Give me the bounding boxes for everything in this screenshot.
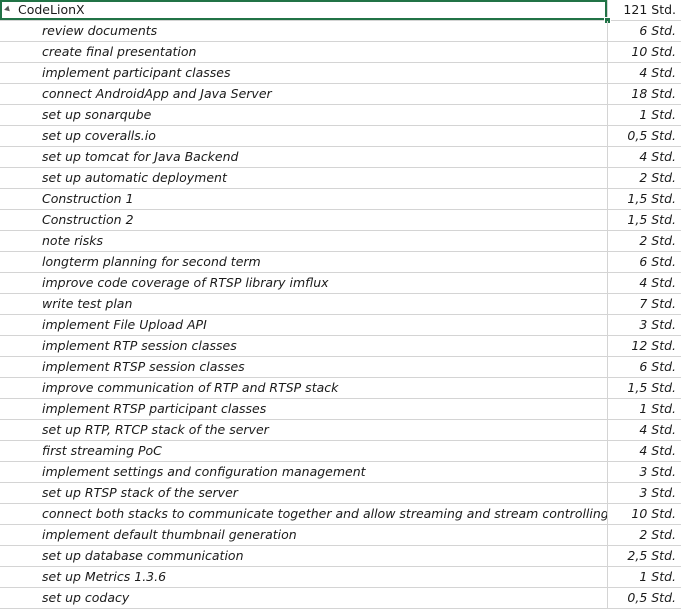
task-row[interactable]: improve code coverage of RTSP library im…	[0, 273, 681, 294]
group-hours-cell[interactable]: 121 Std.	[607, 0, 681, 20]
task-name-cell[interactable]: set up database communication	[42, 548, 244, 563]
task-hours-cell[interactable]: 4 Std.	[607, 420, 681, 440]
task-row[interactable]: implement RTP session classes 12 Std.	[0, 336, 681, 357]
task-hours-cell[interactable]: 12 Std.	[607, 336, 681, 356]
task-row[interactable]: set up database communication 2,5 Std.	[0, 546, 681, 567]
task-hours-cell[interactable]: 2 Std.	[607, 168, 681, 188]
task-hours-cell[interactable]: 2,5 Std.	[607, 546, 681, 566]
task-row[interactable]: Construction 2 1,5 Std.	[0, 210, 681, 231]
task-row[interactable]: implement RTSP participant classes 1 Std.	[0, 399, 681, 420]
task-hours-cell[interactable]: 3 Std.	[607, 483, 681, 503]
task-hours-cell[interactable]: 1 Std.	[607, 399, 681, 419]
task-row[interactable]: set up automatic deployment 2 Std.	[0, 168, 681, 189]
task-hours-cell[interactable]: 1,5 Std.	[607, 189, 681, 209]
task-hours-cell[interactable]: 7 Std.	[607, 294, 681, 314]
task-list: review documents 6 Std. create final prese…	[0, 21, 681, 609]
task-row[interactable]: write test plan 7 Std.	[0, 294, 681, 315]
task-name-cell[interactable]: Construction 2	[42, 212, 134, 227]
task-name-cell[interactable]: set up codacy	[42, 590, 130, 605]
task-name-cell[interactable]: longterm planning for second term	[42, 254, 261, 269]
task-hours-cell[interactable]: 10 Std.	[607, 504, 681, 524]
task-hours-cell[interactable]: 1,5 Std.	[607, 378, 681, 398]
task-name-cell[interactable]: set up tomcat for Java Backend	[42, 149, 239, 164]
task-name-cell[interactable]: implement default thumbnail generation	[42, 527, 297, 542]
task-row[interactable]: connect AndroidApp and Java Server 18 Std…	[0, 84, 681, 105]
task-name-cell[interactable]: set up automatic deployment	[42, 170, 227, 185]
task-hours-cell[interactable]: 3 Std.	[607, 462, 681, 482]
task-hours-cell[interactable]: 6 Std.	[607, 357, 681, 377]
task-name-cell[interactable]: set up coveralls.io	[42, 128, 156, 143]
task-name-cell[interactable]: set up RTSP stack of the server	[42, 485, 238, 500]
task-name-cell[interactable]: Construction 1	[42, 191, 134, 206]
task-name-cell[interactable]: implement participant classes	[42, 65, 231, 80]
task-hours-cell[interactable]: 1 Std.	[607, 105, 681, 125]
task-name-cell[interactable]: note risks	[42, 233, 104, 248]
task-hours-cell[interactable]: 18 Std.	[607, 84, 681, 104]
task-name-cell[interactable]: implement RTSP session classes	[42, 359, 245, 374]
task-name-cell[interactable]: set up RTP, RTCP stack of the server	[42, 422, 269, 437]
task-hours-cell[interactable]: 1,5 Std.	[607, 210, 681, 230]
task-row[interactable]: create final presentation 10 Std.	[0, 42, 681, 63]
group-name-cell[interactable]: CodeLionX	[0, 0, 607, 20]
task-hours-cell[interactable]: 4 Std.	[607, 147, 681, 167]
task-row[interactable]: set up RTSP stack of the server 3 Std.	[0, 483, 681, 504]
task-hours-cell[interactable]: 2 Std.	[607, 231, 681, 251]
task-row[interactable]: implement default thumbnail generation 2 …	[0, 525, 681, 546]
task-row[interactable]: implement File Upload API 3 Std.	[0, 315, 681, 336]
task-row[interactable]: implement participant classes 4 Std.	[0, 63, 681, 84]
task-hours-cell[interactable]: 2 Std.	[607, 525, 681, 545]
task-name-cell[interactable]: improve code coverage of RTSP library im…	[42, 275, 329, 290]
task-row[interactable]: set up RTP, RTCP stack of the server 4 St…	[0, 420, 681, 441]
task-hours-cell[interactable]: 4 Std.	[607, 273, 681, 293]
task-row[interactable]: first streaming PoC 4 Std.	[0, 441, 681, 462]
task-hours-cell[interactable]: 6 Std.	[607, 252, 681, 272]
task-name-cell[interactable]: implement RTP session classes	[42, 338, 237, 353]
task-row[interactable]: set up codacy 0,5 Std.	[0, 588, 681, 609]
task-row[interactable]: set up tomcat for Java Backend 4 Std.	[0, 147, 681, 168]
task-name-cell[interactable]: create final presentation	[42, 44, 197, 59]
task-hours-cell[interactable]: 0,5 Std.	[607, 126, 681, 146]
task-row[interactable]: set up Metrics 1.3.6 1 Std.	[0, 567, 681, 588]
task-name-cell[interactable]: improve communication of RTP and RTSP st…	[42, 380, 339, 395]
task-row[interactable]: review documents 6 Std.	[0, 21, 681, 42]
task-hours-cell[interactable]: 4 Std.	[607, 441, 681, 461]
task-hours-cell[interactable]: 4 Std.	[607, 63, 681, 83]
task-name-cell[interactable]: review documents	[42, 23, 158, 38]
task-row[interactable]: note risks 2 Std.	[0, 231, 681, 252]
task-hours-cell[interactable]: 3 Std.	[607, 315, 681, 335]
task-row[interactable]: Construction 1 1,5 Std.	[0, 189, 681, 210]
task-row[interactable]: implement RTSP session classes 6 Std.	[0, 357, 681, 378]
task-name-cell[interactable]: set up sonarqube	[42, 107, 152, 122]
task-row[interactable]: implement settings and configuration man…	[0, 462, 681, 483]
task-name-cell[interactable]: connect AndroidApp and Java Server	[42, 86, 272, 101]
task-name-cell[interactable]: connect both stacks to communicate toget…	[42, 506, 607, 521]
task-row[interactable]: set up coveralls.io 0,5 Std.	[0, 126, 681, 147]
task-name-cell[interactable]: first streaming PoC	[42, 443, 162, 458]
task-name-cell[interactable]: set up Metrics 1.3.6	[42, 569, 167, 584]
task-row[interactable]: improve communication of RTP and RTSP st…	[0, 378, 681, 399]
task-hours-cell[interactable]: 0,5 Std.	[607, 588, 681, 608]
task-name-cell[interactable]: implement settings and configuration man…	[42, 464, 366, 479]
task-name-cell[interactable]: implement RTSP participant classes	[42, 401, 267, 416]
task-hours-cell[interactable]: 1 Std.	[607, 567, 681, 587]
task-name-cell[interactable]: write test plan	[42, 296, 133, 311]
group-row[interactable]: CodeLionX 121 Std.	[0, 0, 681, 24]
task-row[interactable]: longterm planning for second term 6 Std.	[0, 252, 681, 273]
task-hours-cell[interactable]: 6 Std.	[607, 21, 681, 41]
task-row[interactable]: connect both stacks to communicate toget…	[0, 504, 681, 525]
task-hours-cell[interactable]: 10 Std.	[607, 42, 681, 62]
task-row[interactable]: set up sonarqube 1 Std.	[0, 105, 681, 126]
task-name-cell[interactable]: implement File Upload API	[42, 317, 207, 332]
